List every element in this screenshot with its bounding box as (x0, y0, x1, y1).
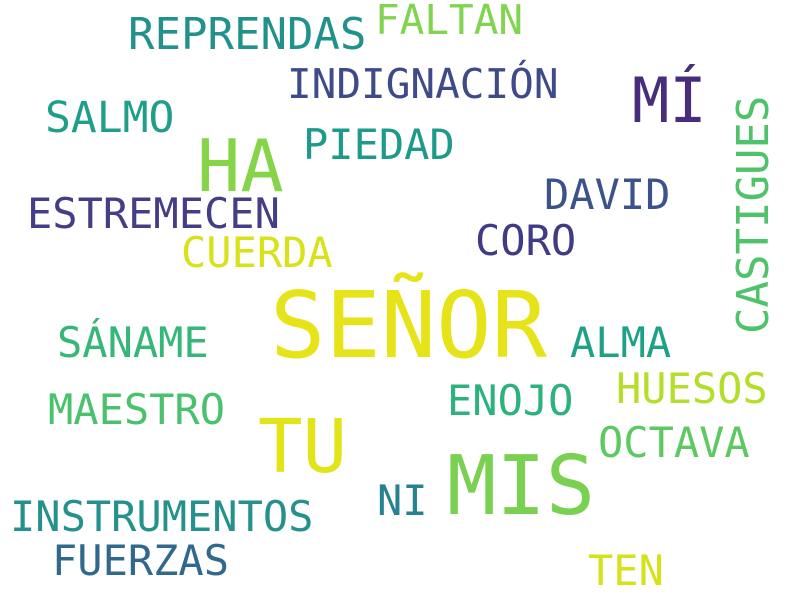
word-piedad: PIEDAD (303, 120, 455, 169)
word-instrumentos: INSTRUMENTOS (10, 492, 314, 541)
word-enojo: ENOJO (447, 376, 574, 425)
word-huesos: HUESOS (616, 364, 768, 413)
word-senor: SEÑOR (270, 272, 547, 379)
word-saname: SÁNAME (57, 318, 209, 367)
word-indignacion: INDIGNACIÓN (287, 60, 559, 108)
word-salmo: SALMO (45, 93, 175, 143)
word-coro: CORO (475, 216, 577, 265)
word-cuerda: CUERDA (181, 228, 333, 277)
word-reprendas: REPRENDAS (128, 9, 367, 60)
word-castigues: CASTIGUES (728, 95, 779, 334)
word-mi: MÍ (632, 64, 707, 137)
word-alma: ALMA (570, 318, 672, 367)
word-ten: TEN (588, 546, 664, 595)
word-octava: OCTAVA (598, 418, 750, 467)
word-tu: TU (258, 404, 348, 490)
word-maestro: MAESTRO (48, 385, 226, 434)
word-ni: NI (377, 476, 428, 525)
word-mis: MIS (447, 439, 596, 534)
word-ha: HA (197, 124, 284, 208)
word-estremecen: ESTREMECEN (27, 189, 280, 238)
word-fuerzas: FUERZAS (52, 536, 230, 585)
word-david: DAVID (544, 170, 671, 219)
word-faltan: FALTAN (375, 0, 524, 44)
